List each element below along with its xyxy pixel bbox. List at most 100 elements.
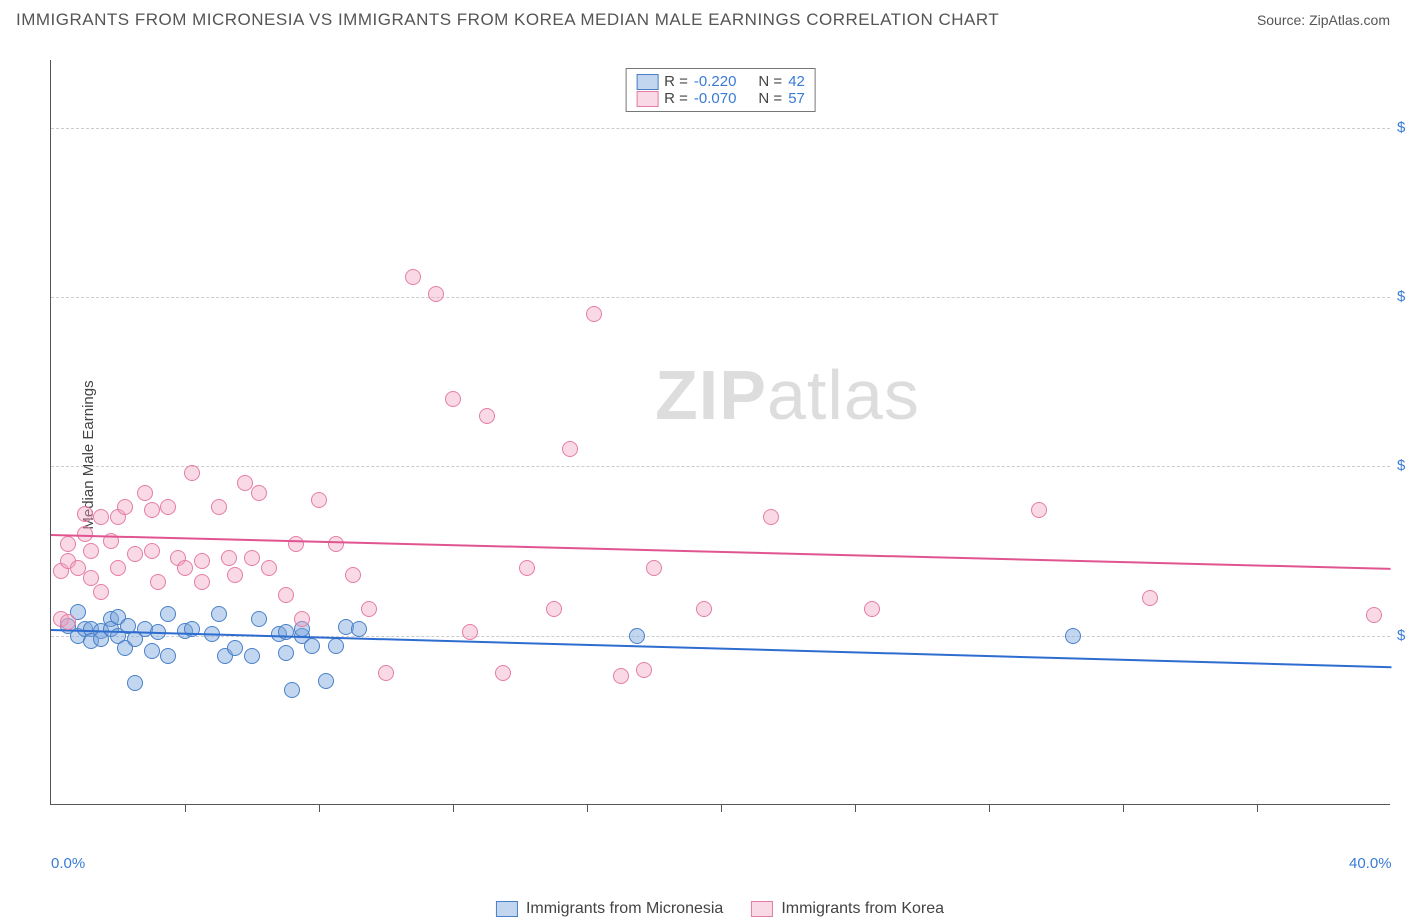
data-point-korea [211,499,227,515]
x-tick [1123,804,1124,812]
n-label: N = [758,90,782,107]
data-point-korea [144,543,160,559]
legend-swatch [496,901,518,917]
data-point-korea [428,286,444,302]
data-point-micronesia [278,645,294,661]
gridline-h [51,128,1390,129]
data-point-korea [251,485,267,501]
data-point-korea [110,560,126,576]
data-point-korea [177,560,193,576]
data-point-korea [83,543,99,559]
n-label: N = [758,73,782,90]
data-point-korea [227,567,243,583]
data-point-korea [479,408,495,424]
data-point-korea [646,560,662,576]
x-tick [319,804,320,812]
data-point-korea [328,536,344,552]
legend-label: Immigrants from Micronesia [526,900,723,918]
data-point-korea [345,567,361,583]
data-point-micronesia [227,640,243,656]
data-point-micronesia [160,648,176,664]
data-point-micronesia [211,606,227,622]
data-point-micronesia [127,675,143,691]
x-tick-label: 0.0% [51,855,85,872]
legend-swatch [636,74,658,90]
data-point-korea [194,553,210,569]
data-point-micronesia [328,638,344,654]
data-point-korea [160,499,176,515]
data-point-korea [311,492,327,508]
data-point-korea [194,574,210,590]
chart-title: IMMIGRANTS FROM MICRONESIA VS IMMIGRANTS… [16,10,999,30]
x-tick [185,804,186,812]
y-tick-label: $200,000 [1397,119,1406,136]
r-value: -0.220 [694,73,737,90]
data-point-korea [546,601,562,617]
x-tick [587,804,588,812]
x-tick [989,804,990,812]
n-value: 57 [788,90,805,107]
data-point-korea [294,611,310,627]
data-point-korea [278,587,294,603]
data-point-micronesia [144,643,160,659]
data-point-korea [462,624,478,640]
legend-stat-row: R = -0.220 N = 42 [636,73,805,90]
x-tick [855,804,856,812]
legend-swatch [751,901,773,917]
data-point-korea [117,499,133,515]
data-point-micronesia [251,611,267,627]
data-point-korea [144,502,160,518]
data-point-micronesia [351,621,367,637]
data-point-korea [519,560,535,576]
data-point-korea [221,550,237,566]
data-point-korea [137,485,153,501]
y-tick-label: $50,000 [1397,627,1406,644]
legend-item: Immigrants from Korea [751,900,944,918]
data-point-korea [562,441,578,457]
r-value: -0.070 [694,90,737,107]
data-point-korea [613,668,629,684]
y-tick-label: $100,000 [1397,457,1406,474]
plot-area: ZIPatlas R = -0.220 N = 42 R = -0.070 N = 5… [50,60,1390,805]
legend-label: Immigrants from Korea [781,900,944,918]
data-point-micronesia [284,682,300,698]
data-point-korea [864,601,880,617]
data-point-korea [586,306,602,322]
gridline-h [51,466,1390,467]
data-point-korea [244,550,260,566]
chart-container: Median Male Earnings ZIPatlas R = -0.220… [50,60,1390,850]
x-tick [453,804,454,812]
legend-series: Immigrants from Micronesia Immigrants fro… [496,900,944,918]
legend-stat-row: R = -0.070 N = 57 [636,90,805,107]
data-point-micronesia [318,673,334,689]
data-point-korea [495,665,511,681]
data-point-korea [288,536,304,552]
data-point-korea [1031,502,1047,518]
data-point-korea [405,269,421,285]
data-point-korea [261,560,277,576]
data-point-korea [1142,590,1158,606]
data-point-micronesia [629,628,645,644]
data-point-korea [1366,607,1382,623]
legend-stats: R = -0.220 N = 42 R = -0.070 N = 57 [625,68,816,112]
gridline-h [51,297,1390,298]
r-label: R = [664,73,688,90]
data-point-korea [445,391,461,407]
x-tick [721,804,722,812]
data-point-micronesia [160,606,176,622]
x-tick-label: 40.0% [1349,855,1392,872]
data-point-korea [150,574,166,590]
data-point-korea [361,601,377,617]
legend-item: Immigrants from Micronesia [496,900,723,918]
data-point-korea [636,662,652,678]
data-point-korea [378,665,394,681]
n-value: 42 [788,73,805,90]
data-point-micronesia [1065,628,1081,644]
data-point-korea [696,601,712,617]
data-point-korea [93,584,109,600]
data-point-korea [763,509,779,525]
r-label: R = [664,90,688,107]
data-point-korea [127,546,143,562]
watermark: ZIPatlas [655,355,920,435]
data-point-korea [60,536,76,552]
